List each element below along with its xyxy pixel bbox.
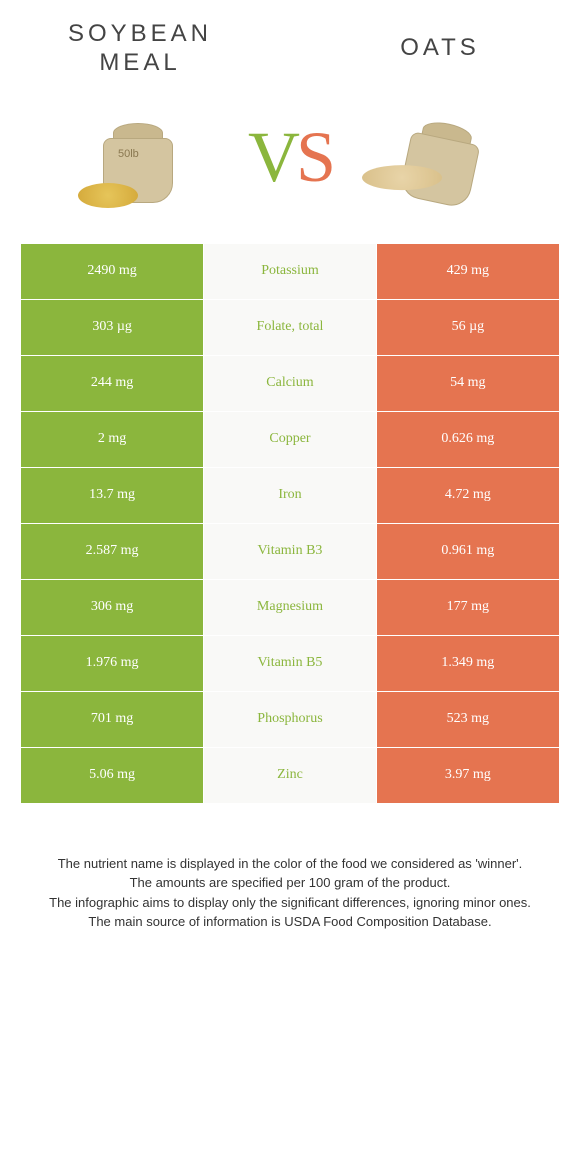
nutrient-name-cell: Vitamin B5	[204, 635, 376, 691]
right-food-icon	[362, 98, 522, 218]
right-value-cell: 429 mg	[376, 243, 559, 299]
nutrient-name-cell: Iron	[204, 467, 376, 523]
nutrient-name-cell: Vitamin B3	[204, 523, 376, 579]
right-value-cell: 3.97 mg	[376, 747, 559, 803]
table-row: 303 µgFolate, total56 µg	[21, 299, 560, 355]
left-value-cell: 1.976 mg	[21, 635, 204, 691]
left-value-cell: 13.7 mg	[21, 467, 204, 523]
left-value-cell: 303 µg	[21, 299, 204, 355]
table-row: 701 mgPhosphorus523 mg	[21, 691, 560, 747]
right-value-cell: 177 mg	[376, 579, 559, 635]
left-food-title: Soybean meal	[40, 20, 240, 78]
table-row: 2490 mgPotassium429 mg	[21, 243, 560, 299]
table-row: 2 mgCopper0.626 mg	[21, 411, 560, 467]
table-row: 1.976 mgVitamin B51.349 mg	[21, 635, 560, 691]
table-row: 2.587 mgVitamin B30.961 mg	[21, 523, 560, 579]
right-value-cell: 1.349 mg	[376, 635, 559, 691]
vs-v-letter: V	[248, 117, 296, 197]
header: Soybean meal Oats	[0, 0, 580, 88]
right-value-cell: 56 µg	[376, 299, 559, 355]
right-value-cell: 0.961 mg	[376, 523, 559, 579]
vs-section: 50lb VS	[0, 88, 580, 243]
nutrient-name-cell: Phosphorus	[204, 691, 376, 747]
vs-s-letter: S	[296, 117, 332, 197]
right-value-cell: 4.72 mg	[376, 467, 559, 523]
right-value-cell: 0.626 mg	[376, 411, 559, 467]
soybean-sack-icon: 50lb	[88, 113, 188, 203]
footer-line: The main source of information is USDA F…	[40, 912, 540, 932]
nutrient-table: 2490 mgPotassium429 mg303 µgFolate, tota…	[20, 243, 560, 804]
right-value-cell: 523 mg	[376, 691, 559, 747]
oats-sack-icon	[384, 103, 501, 212]
nutrient-name-cell: Copper	[204, 411, 376, 467]
table-row: 244 mgCalcium54 mg	[21, 355, 560, 411]
nutrient-name-cell: Folate, total	[204, 299, 376, 355]
left-value-cell: 2 mg	[21, 411, 204, 467]
nutrient-name-cell: Zinc	[204, 747, 376, 803]
footer-line: The amounts are specified per 100 gram o…	[40, 873, 540, 893]
table-row: 13.7 mgIron4.72 mg	[21, 467, 560, 523]
nutrient-name-cell: Calcium	[204, 355, 376, 411]
left-value-cell: 2490 mg	[21, 243, 204, 299]
left-value-cell: 244 mg	[21, 355, 204, 411]
left-value-cell: 306 mg	[21, 579, 204, 635]
vs-label: VS	[248, 116, 332, 199]
right-food-title: Oats	[340, 20, 540, 78]
nutrient-name-cell: Magnesium	[204, 579, 376, 635]
footer-line: The nutrient name is displayed in the co…	[40, 854, 540, 874]
nutrient-name-cell: Potassium	[204, 243, 376, 299]
left-value-cell: 2.587 mg	[21, 523, 204, 579]
left-value-cell: 701 mg	[21, 691, 204, 747]
left-food-icon: 50lb	[58, 98, 218, 218]
footer-notes: The nutrient name is displayed in the co…	[0, 804, 580, 962]
footer-line: The infographic aims to display only the…	[40, 893, 540, 913]
table-row: 5.06 mgZinc3.97 mg	[21, 747, 560, 803]
left-value-cell: 5.06 mg	[21, 747, 204, 803]
right-value-cell: 54 mg	[376, 355, 559, 411]
table-row: 306 mgMagnesium177 mg	[21, 579, 560, 635]
